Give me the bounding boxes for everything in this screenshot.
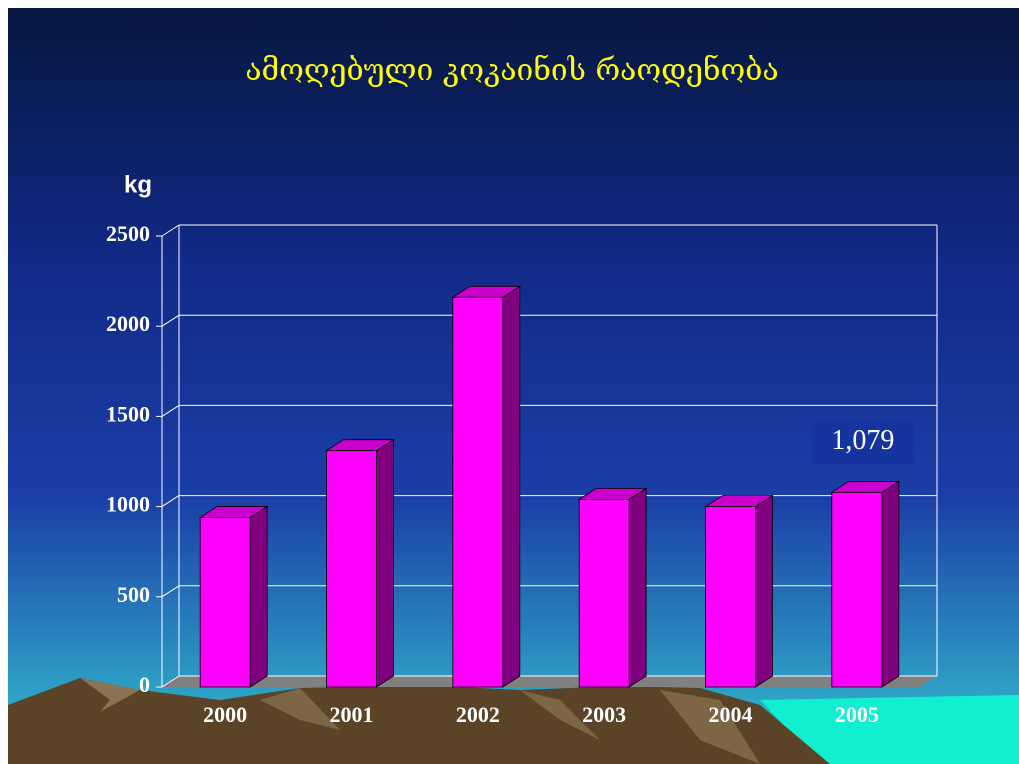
- bar: [200, 517, 250, 687]
- x-tick-label: 2004: [709, 702, 753, 727]
- x-tick-label: 2001: [330, 702, 374, 727]
- bar: [832, 492, 882, 687]
- bar-side: [503, 286, 520, 687]
- x-tick-label: 2005: [835, 702, 879, 727]
- floor: [162, 676, 937, 687]
- chart-title: ამოღებული კოკაინის რაოდენობა: [245, 53, 778, 88]
- x-tick-label: 2003: [582, 702, 626, 727]
- bar-side: [250, 506, 267, 687]
- bar-side: [377, 440, 394, 687]
- data-label: 1,079: [831, 425, 894, 456]
- slide: ამოღებული კოკაინის რაოდენობა kg 0 500 1000…: [0, 0, 1019, 764]
- y-tick-label: 0: [139, 672, 150, 697]
- y-tick-label: 2000: [106, 311, 150, 336]
- x-tick-label: 2000: [203, 702, 247, 727]
- x-tick-label: 2002: [456, 702, 500, 727]
- bar: [579, 499, 629, 687]
- bar-side: [756, 496, 773, 687]
- bar: [327, 451, 377, 687]
- bar: [453, 297, 503, 687]
- y-tick-label: 1000: [106, 492, 150, 517]
- y-tick-label: 2500: [106, 221, 150, 246]
- bar-side: [882, 481, 899, 687]
- y-tick-label: 500: [117, 582, 150, 607]
- bar: [706, 507, 756, 687]
- y-axis-label: kg: [124, 171, 152, 198]
- bar-side: [629, 488, 646, 687]
- y-tick-label: 1500: [106, 401, 150, 426]
